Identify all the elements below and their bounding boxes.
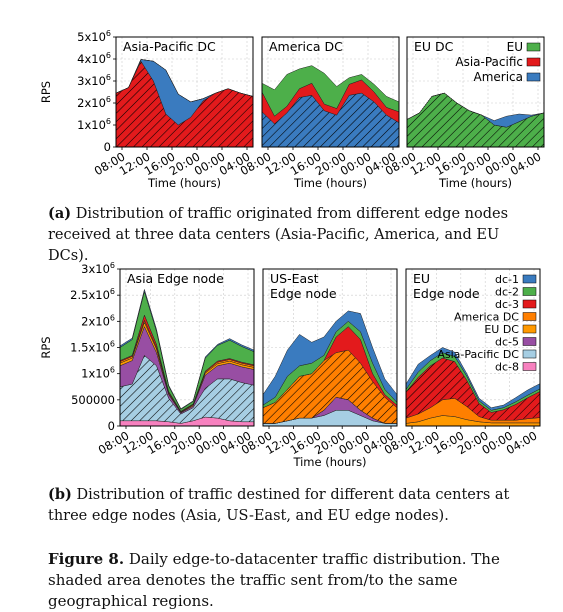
y-tick-label: 0	[108, 419, 115, 433]
plot-frame	[262, 268, 398, 427]
panel-title: US-East	[270, 271, 319, 286]
legend-swatch	[522, 312, 537, 321]
series-asia-pacific-dc-hatch	[120, 355, 254, 424]
series-dc-3-hatch	[406, 358, 540, 421]
chart-panel-4: Asia Edge node 0 500000 1x106 1.5x106 2x106 2.…	[39, 261, 255, 457]
charts-layer: Asia-Pacific DC 0 1x106 2x106 3x106 4x106 5x10…	[39, 29, 545, 469]
panel-title: EU	[413, 271, 430, 286]
caption-b: (b) Distribution of traffic destined for…	[48, 484, 528, 527]
legend-swatch	[522, 349, 537, 359]
legend-label: Asia-Pacific DC	[437, 348, 519, 361]
legend-label: dc-5	[495, 336, 519, 349]
caption-a: (a) Distribution of traffic originated f…	[48, 203, 528, 267]
y-tick-label: 1x106	[81, 366, 115, 381]
y-tick-label: 1.5x106	[70, 340, 115, 355]
legend-label: America DC	[454, 311, 519, 324]
legend-swatch	[526, 42, 541, 52]
legend-swatch	[522, 274, 537, 284]
series-asia-pacific-hatch	[116, 61, 253, 148]
y-tick-label: 3x106	[77, 73, 111, 88]
chart-panel-2: America DC08:0012:0016:0020:0000:0004:00…	[238, 36, 400, 190]
legend-swatch	[522, 362, 537, 371]
legend-label: dc-1	[495, 273, 519, 286]
legend-swatch	[526, 72, 541, 82]
series-america-dc-hatch	[263, 350, 397, 424]
plot-frame	[115, 36, 254, 148]
legend-swatch	[522, 337, 537, 346]
legend-swatch	[522, 324, 537, 334]
legend-label: Asia-Pacific	[455, 55, 523, 69]
plot-frame	[406, 36, 545, 148]
y-tick-label: 2x106	[81, 313, 115, 328]
y-tick-label: 500000	[71, 393, 115, 407]
legend-swatch	[522, 299, 537, 309]
figure-caption-label: Figure 8.	[48, 550, 125, 568]
y-tick-label: 1x106	[77, 117, 111, 132]
caption-b-label: (b)	[48, 486, 72, 503]
panel-title: Asia-Pacific DC	[123, 39, 216, 54]
panel-title: Edge node	[413, 286, 480, 301]
y-tick-label: 4x106	[77, 51, 111, 66]
legend-label: dc-2	[495, 286, 519, 299]
series-america-hatch	[262, 93, 399, 147]
y-axis-label: RPS	[39, 81, 53, 103]
plot-frame	[261, 36, 400, 148]
series-eu-hatch	[407, 93, 544, 147]
legend-label: dc-8	[495, 361, 519, 374]
legend-label: dc-3	[495, 298, 519, 311]
panel-title: Asia Edge node	[127, 271, 224, 286]
legend-label: EU	[507, 40, 523, 54]
legend-label: EU DC	[484, 323, 519, 336]
legend-label: America	[474, 70, 524, 84]
legend-swatch	[526, 57, 541, 67]
chart-panel-1: Asia-Pacific DC 0 1x106 2x106 3x106 4x106 5x10…	[39, 29, 254, 190]
x-axis-label: Time (hours)	[292, 455, 366, 469]
panel-title: Edge node	[270, 286, 337, 301]
caption-b-text: Distribution of traffic destined for dif…	[48, 487, 510, 524]
legend-swatch	[522, 287, 537, 296]
caption-a-text: Distribution of traffic originated from …	[48, 206, 509, 264]
y-tick-label: 0	[104, 140, 111, 154]
plot-frame	[405, 268, 541, 427]
x-axis-label: Time (hours)	[438, 176, 512, 190]
panel-title: EU DC	[414, 39, 454, 54]
panel-title: America DC	[269, 39, 343, 54]
figure-caption: Figure 8. Daily edge-to-datacenter traff…	[48, 549, 548, 612]
y-tick-label: 3x106	[81, 261, 115, 276]
x-axis-label: Time (hours)	[147, 176, 221, 190]
figure-caption-text: Daily edge-to-datacenter traffic distrib…	[48, 550, 500, 610]
y-tick-label: 2x106	[77, 95, 111, 110]
x-axis-label: Time (hours)	[293, 176, 367, 190]
y-tick-label: 5x106	[77, 29, 111, 44]
chart-panel-3: EU DC08:0012:0016:0020:0000:0004:00Time …	[383, 36, 545, 190]
caption-a-label: (a)	[48, 205, 72, 222]
y-tick-label: 2.5x106	[70, 287, 115, 302]
y-axis-label: RPS	[39, 336, 53, 358]
